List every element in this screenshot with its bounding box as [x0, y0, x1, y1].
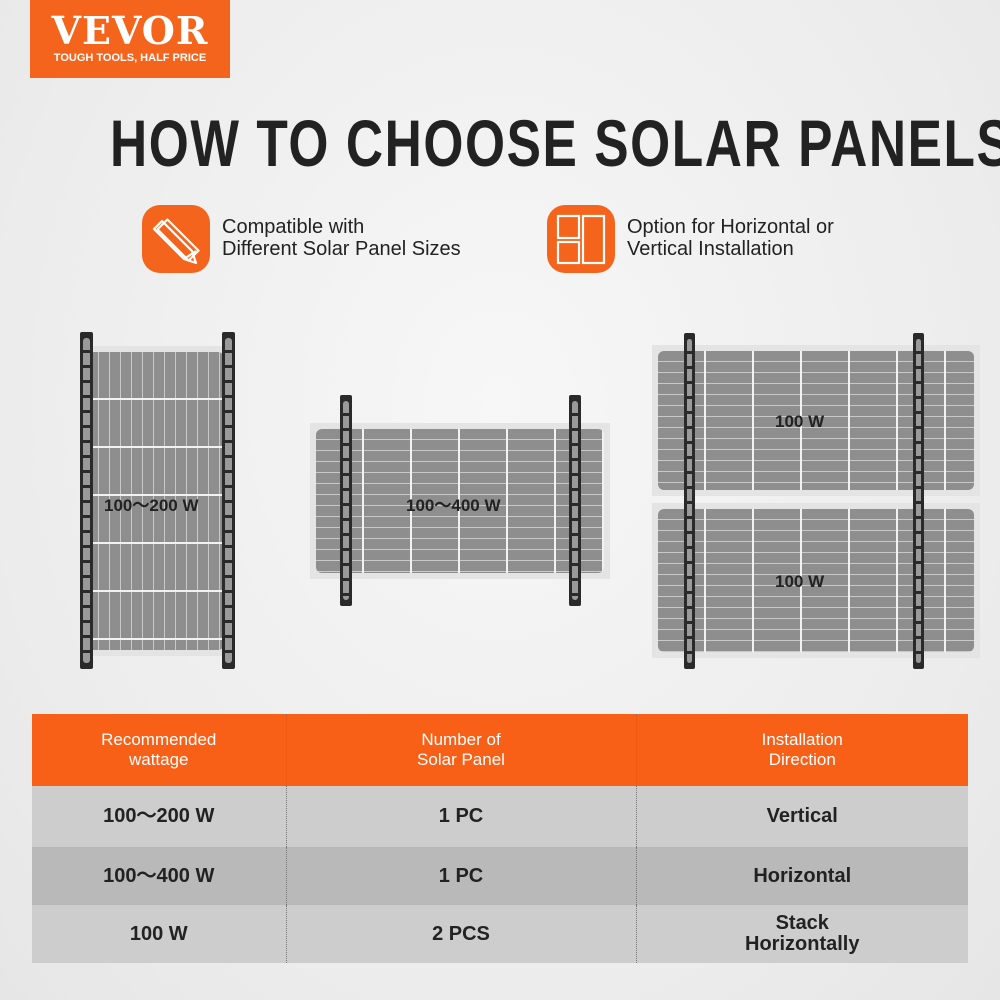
- header-wattage: Recommended wattage: [32, 714, 286, 786]
- cell-direction: Horizontal: [635, 847, 968, 905]
- table-row: 100～200 W 1 PC Vertical: [32, 786, 968, 847]
- cell-direction: Stack Horizontally: [635, 905, 968, 963]
- mounting-bracket: [684, 333, 695, 669]
- cell-direction: Vertical: [635, 786, 968, 847]
- panel-label: 100 W: [775, 412, 825, 431]
- ruler-pencil-icon: [142, 205, 210, 273]
- solar-panel-horizontal: [310, 423, 610, 579]
- feature-line: Vertical Installation: [627, 238, 794, 260]
- mounting-bracket: [569, 395, 581, 606]
- solar-panel-vertical: [82, 346, 230, 656]
- panel-label: 100 W: [775, 572, 825, 591]
- page-title: HOW TO CHOOSE SOLAR PANELS: [110, 106, 1000, 180]
- feature-line: Option for Horizontal or: [627, 216, 834, 238]
- mounting-bracket: [340, 395, 352, 606]
- header-count: Number of Solar Panel: [285, 714, 636, 786]
- feature-compatible: Compatible with Different Solar Panel Si…: [222, 216, 461, 260]
- layout-grid-icon: [547, 205, 615, 273]
- vevor-logo: VEVOR TOUGH TOOLS, HALF PRICE: [30, 0, 230, 78]
- feature-line: Different Solar Panel Sizes: [222, 238, 461, 260]
- cell-count: 1 PC: [285, 847, 636, 905]
- cell-count: 2 PCS: [285, 905, 636, 963]
- cell-wattage: 100 W: [32, 905, 286, 963]
- cell-wattage: 100～200 W: [32, 786, 286, 847]
- cell-count: 1 PC: [285, 786, 636, 847]
- mounting-bracket: [913, 333, 924, 669]
- recommendation-table: Recommended wattage Number of Solar Panel …: [32, 714, 968, 963]
- mounting-bracket: [80, 332, 93, 669]
- table-row: 100～400 W 1 PC Horizontal: [32, 847, 968, 905]
- table-header: Recommended wattage Number of Solar Panel …: [32, 714, 968, 786]
- header-direction: Installation Direction: [635, 714, 968, 786]
- panel-label: 100～400 W: [406, 496, 501, 515]
- panel-label: 100～200 W: [104, 496, 199, 515]
- cell-wattage: 100～400 W: [32, 847, 286, 905]
- feature-installation: Option for Horizontal or Vertical Instal…: [627, 216, 834, 260]
- feature-line: Compatible with: [222, 216, 365, 238]
- logo-brand: VEVOR: [51, 8, 209, 53]
- table-row: 100 W 2 PCS Stack Horizontally: [32, 905, 968, 963]
- mounting-bracket: [222, 332, 235, 669]
- logo-tagline: TOUGH TOOLS, HALF PRICE: [53, 52, 207, 64]
